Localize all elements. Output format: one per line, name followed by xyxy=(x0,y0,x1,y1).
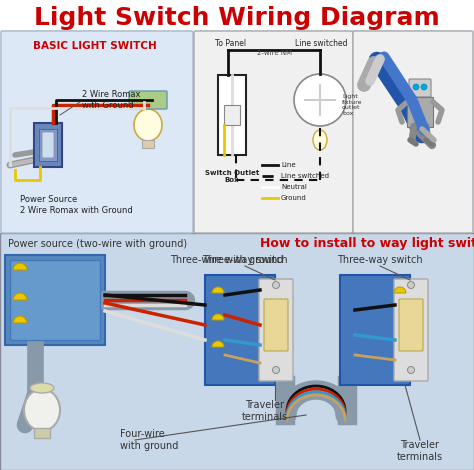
Circle shape xyxy=(421,84,427,90)
Text: Ground: Ground xyxy=(281,195,307,201)
Text: Power source (two-wire with ground): Power source (two-wire with ground) xyxy=(8,239,187,249)
FancyBboxPatch shape xyxy=(129,91,167,109)
Circle shape xyxy=(408,367,414,374)
Circle shape xyxy=(294,74,346,126)
Text: Traveler
terminals: Traveler terminals xyxy=(397,440,443,462)
Text: 2-wire NM: 2-wire NM xyxy=(257,50,292,56)
Text: Three-way switch: Three-way switch xyxy=(202,255,288,265)
Circle shape xyxy=(413,84,419,90)
Text: How to install to way light switch: How to install to way light switch xyxy=(260,237,474,251)
Text: Traveler
terminals: Traveler terminals xyxy=(242,400,288,422)
FancyBboxPatch shape xyxy=(194,31,353,233)
FancyBboxPatch shape xyxy=(407,97,433,127)
Ellipse shape xyxy=(313,130,327,150)
Text: Three-way switch: Three-way switch xyxy=(337,255,423,265)
Text: Light
fixture
outlet
box: Light fixture outlet box xyxy=(342,94,363,116)
Text: Line switched: Line switched xyxy=(281,173,329,179)
Bar xyxy=(224,105,240,125)
Wedge shape xyxy=(13,263,27,270)
FancyBboxPatch shape xyxy=(34,123,62,167)
FancyBboxPatch shape xyxy=(42,132,54,158)
FancyBboxPatch shape xyxy=(394,279,428,381)
FancyBboxPatch shape xyxy=(340,275,410,385)
Circle shape xyxy=(273,282,280,289)
Bar xyxy=(34,428,50,438)
FancyBboxPatch shape xyxy=(409,79,431,97)
FancyBboxPatch shape xyxy=(5,255,105,345)
Text: BASIC LIGHT SWITCH: BASIC LIGHT SWITCH xyxy=(33,41,157,51)
FancyBboxPatch shape xyxy=(10,260,100,340)
FancyBboxPatch shape xyxy=(205,275,275,385)
Text: 2 Wire Romax
with Ground: 2 Wire Romax with Ground xyxy=(82,90,140,110)
Wedge shape xyxy=(212,287,224,293)
Ellipse shape xyxy=(134,109,162,141)
Bar xyxy=(0,30,474,235)
FancyBboxPatch shape xyxy=(39,129,57,161)
Wedge shape xyxy=(212,314,224,320)
FancyBboxPatch shape xyxy=(1,31,193,233)
FancyBboxPatch shape xyxy=(399,299,423,351)
Text: Power Source
2 Wire Romax with Ground: Power Source 2 Wire Romax with Ground xyxy=(20,196,133,215)
Wedge shape xyxy=(13,293,27,300)
Text: Four-wire
with ground: Four-wire with ground xyxy=(120,429,178,451)
Wedge shape xyxy=(212,341,224,347)
Text: Light Switch Wiring Diagram: Light Switch Wiring Diagram xyxy=(34,6,440,30)
Text: Three-wire with ground: Three-wire with ground xyxy=(170,255,283,265)
Text: Neutral: Neutral xyxy=(281,184,307,190)
FancyBboxPatch shape xyxy=(353,31,473,233)
Bar xyxy=(218,75,246,155)
Text: Line: Line xyxy=(281,162,296,168)
Text: To Panel: To Panel xyxy=(215,39,246,47)
Wedge shape xyxy=(394,287,406,293)
FancyBboxPatch shape xyxy=(259,279,293,381)
Ellipse shape xyxy=(24,389,60,431)
Bar xyxy=(142,140,154,148)
Wedge shape xyxy=(13,316,27,323)
Text: Switch Outlet
Box: Switch Outlet Box xyxy=(205,170,259,183)
Circle shape xyxy=(273,367,280,374)
Circle shape xyxy=(408,282,414,289)
Bar xyxy=(0,233,474,470)
Text: Line switched: Line switched xyxy=(295,39,347,47)
Ellipse shape xyxy=(30,383,54,393)
FancyBboxPatch shape xyxy=(264,299,288,351)
